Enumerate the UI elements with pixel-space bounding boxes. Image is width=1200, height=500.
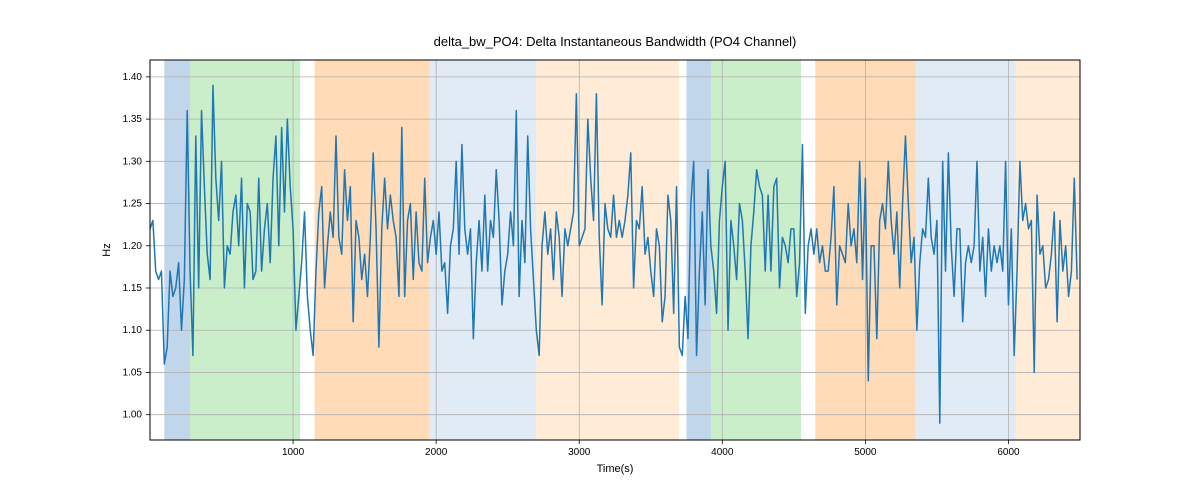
shaded-region — [164, 60, 190, 440]
y-tick-label: 1.20 — [123, 241, 143, 252]
x-tick-label: 3000 — [568, 447, 591, 458]
y-tick-label: 1.00 — [123, 410, 143, 421]
chart-container: 1000 2000 3000 4000 5000 6000 1.00 1.05 1.10 1.15… — [0, 0, 1200, 500]
y-axis-label: Hz — [101, 243, 113, 256]
x-axis-label: Time(s) — [597, 463, 634, 475]
x-tick-label: 5000 — [854, 447, 877, 458]
x-tick-label: 1000 — [282, 447, 305, 458]
shaded-region — [711, 60, 801, 440]
y-tick-label: 1.05 — [123, 367, 143, 378]
x-tick-label: 6000 — [997, 447, 1020, 458]
line-chart: 1000 2000 3000 4000 5000 6000 1.00 1.05 1.10 1.15… — [0, 0, 1200, 500]
y-tick-label: 1.30 — [123, 156, 143, 167]
y-tick-label: 1.35 — [123, 114, 143, 125]
y-tick-label: 1.15 — [123, 283, 143, 294]
y-tick-label: 1.40 — [123, 72, 143, 83]
x-tick-label: 4000 — [711, 447, 734, 458]
y-tick-label: 1.25 — [123, 199, 143, 210]
shaded-region — [1016, 60, 1080, 440]
y-tick-label: 1.10 — [123, 325, 143, 336]
x-tick-label: 2000 — [425, 447, 448, 458]
chart-title: delta_bw_PO4: Delta Instantaneous Bandwi… — [434, 34, 797, 49]
shaded-region — [536, 60, 679, 440]
